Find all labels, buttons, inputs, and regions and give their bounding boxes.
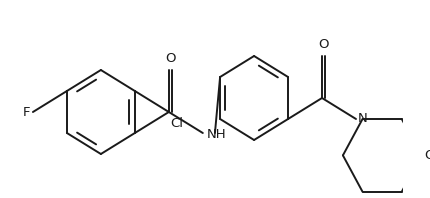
Text: O: O — [318, 38, 328, 51]
Text: O: O — [165, 52, 175, 65]
Text: F: F — [22, 106, 30, 118]
Text: NH: NH — [206, 128, 226, 141]
Text: Cl: Cl — [170, 117, 183, 130]
Text: O: O — [423, 149, 430, 162]
Text: N: N — [357, 111, 367, 125]
